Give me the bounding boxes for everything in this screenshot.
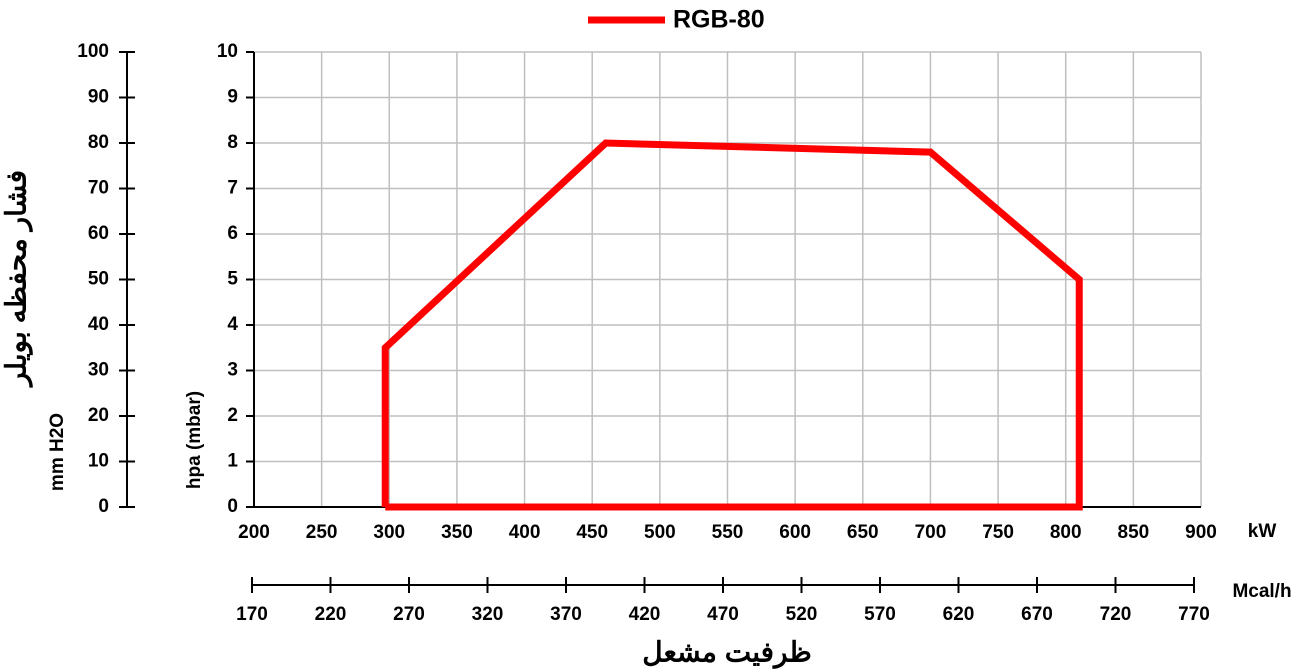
y-axis-label: hpa (mbar) [184,391,205,489]
y-tick-label: 3 [227,360,238,381]
x-tick-label: 900 [1185,522,1217,543]
x-tick-label: 800 [1050,522,1082,543]
x2-tick-label: 770 [1178,604,1210,625]
x-tick-label: 350 [441,522,473,543]
y2-tick-label: 100 [77,41,109,62]
x-tick-label: 600 [779,522,811,543]
x-tick-label: 450 [576,522,608,543]
x2-tick-label: 670 [1021,604,1053,625]
y2-tick-label: 70 [88,178,109,199]
x-axis-title: ظرفیت مشعل [642,636,812,669]
x2-tick-label: 220 [315,604,347,625]
y-tick-label: 6 [227,223,238,244]
y-tick-label: 10 [217,41,238,62]
x2-tick-label: 370 [550,604,582,625]
x-tick-label: 550 [712,522,744,543]
x-tick-label: 850 [1118,522,1150,543]
y2-axis-title: فشار محفظه بویلر [0,170,33,388]
y2-tick-label: 90 [88,87,109,108]
y-tick-label: 9 [227,87,238,108]
y-tick-label: 7 [227,178,238,199]
x2-axis-unit: Mcal/h [1232,581,1291,602]
y2-tick-label: 0 [98,496,109,517]
y-tick-label: 8 [227,132,238,153]
x-tick-label: 250 [306,522,338,543]
y2-tick-label: 50 [88,269,109,290]
y2-tick-label: 40 [88,314,109,335]
y2-tick-label: 60 [88,223,109,244]
x-tick-label: 200 [238,522,270,543]
y-tick-label: 4 [227,314,238,335]
y2-axis-label: mm H2O [47,413,68,491]
y-tick-label: 1 [227,451,238,472]
x2-tick-label: 170 [236,604,268,625]
x-tick-label: 650 [847,522,879,543]
x2-tick-label: 420 [629,604,661,625]
y2-tick-label: 80 [88,132,109,153]
legend-label: RGB-80 [673,6,765,34]
y-tick-label: 0 [227,496,238,517]
x-tick-label: 750 [982,522,1014,543]
y-tick-label: 5 [227,269,238,290]
x-tick-label: 400 [509,522,541,543]
x-tick-label: 500 [644,522,676,543]
y2-tick-label: 20 [88,405,109,426]
x2-tick-label: 520 [786,604,818,625]
x2-tick-label: 720 [1100,604,1132,625]
x2-tick-label: 270 [393,604,425,625]
x2-tick-label: 570 [864,604,896,625]
x2-tick-label: 620 [943,604,975,625]
y-tick-label: 2 [227,405,238,426]
x2-tick-label: 320 [472,604,504,625]
data-line [381,139,1083,511]
y2-tick-label: 30 [88,360,109,381]
x2-tick-label: 470 [707,604,739,625]
x-tick-label: 300 [373,522,405,543]
y2-tick-label: 10 [88,451,109,472]
x-axis-unit: kW [1248,521,1277,542]
x-tick-label: 700 [915,522,947,543]
